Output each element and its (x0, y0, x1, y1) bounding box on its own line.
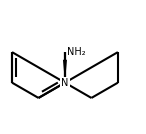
Polygon shape (63, 60, 67, 83)
Text: N: N (61, 78, 69, 88)
Text: NH₂: NH₂ (67, 47, 85, 57)
